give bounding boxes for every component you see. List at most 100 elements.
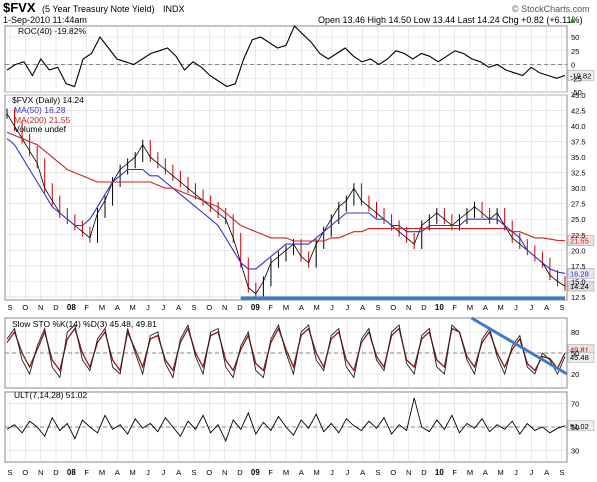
stoch-k-line xyxy=(6,323,566,379)
x-tick-label: D xyxy=(421,303,427,312)
y-tick-label: -50 xyxy=(571,88,582,97)
x-tick-label: M xyxy=(130,303,136,312)
chart-date: 1-Sep-2010 11:44am xyxy=(3,15,87,25)
stoch-trendline xyxy=(470,316,568,376)
x-tick-label: F xyxy=(268,303,273,312)
bottom-x-tick-label: J xyxy=(146,468,150,477)
x-tick-label: O xyxy=(22,303,28,312)
x-tick-label: 09 xyxy=(251,303,260,312)
legend-volume: Volume undef xyxy=(14,124,67,134)
ma200-last-value-box xyxy=(567,235,595,246)
x-tick-label: S xyxy=(375,303,380,312)
bottom-x-tick-label: D xyxy=(237,468,243,477)
y-tick-label: 40.0 xyxy=(571,122,586,131)
ma200-last-value: 21.55 xyxy=(570,237,589,246)
bottom-x-tick-label: N xyxy=(222,468,227,477)
y-tick-label: 32.5 xyxy=(571,169,586,178)
x-tick-label: N xyxy=(406,303,411,312)
y-tick-label: 45.0 xyxy=(571,91,586,100)
bottom-x-tick-label: J xyxy=(529,468,533,477)
ult-last-value-box xyxy=(567,420,595,432)
x-tick-label: F xyxy=(452,303,457,312)
stoch-d-line xyxy=(6,326,566,373)
bottom-x-tick-label: F xyxy=(84,468,89,477)
price-line xyxy=(6,113,566,295)
roc-last-value-box xyxy=(567,70,595,81)
bottom-x-tick-label: N xyxy=(38,468,43,477)
bottom-x-tick-label: D xyxy=(421,468,427,477)
x-tick-label: A xyxy=(299,303,304,312)
stoch-d-last-value: 49.81 xyxy=(570,346,589,355)
bottom-x-tick-label: M xyxy=(314,468,320,477)
y-tick-label: -25 xyxy=(571,74,582,83)
y-tick-label: 17.5 xyxy=(571,262,586,271)
bottom-x-tick-label: A xyxy=(299,468,304,477)
quote-line: Open 13.46 High 14.50 Low 13.44 Last 14.… xyxy=(318,15,583,25)
x-tick-label: M xyxy=(314,303,320,312)
x-tick-label: M xyxy=(283,303,289,312)
chart-exchange: INDX xyxy=(163,4,185,14)
y-tick-label: 25 xyxy=(571,47,579,56)
x-tick-label: D xyxy=(237,303,243,312)
x-tick-label: 10 xyxy=(435,303,444,312)
stoch-label: Slow STO %K(14) %D(3) 45.48, 49.81 xyxy=(12,319,157,329)
x-tick-label: M xyxy=(467,303,473,312)
ult-line xyxy=(6,397,566,443)
x-tick-label: N xyxy=(38,303,43,312)
ma50-last-value-box xyxy=(567,268,595,279)
roc-last-value: -19.82 xyxy=(570,71,591,80)
bottom-x-tick-label: M xyxy=(467,468,473,477)
x-tick-label: 08 xyxy=(67,303,76,312)
y-tick-label: 80 xyxy=(571,328,579,337)
bottom-x-tick-label: O xyxy=(22,468,28,477)
legend-ma200: MA(200) 21.55 xyxy=(14,115,70,125)
y-tick-label: 27.5 xyxy=(571,200,586,209)
x-tick-label: J xyxy=(161,303,165,312)
y-tick-label: 15.0 xyxy=(571,277,586,286)
x-tick-label: J xyxy=(514,303,518,312)
x-tick-label: S xyxy=(559,303,564,312)
y-tick-label: 42.5 xyxy=(571,107,586,116)
bottom-x-tick-label: A xyxy=(115,468,120,477)
ult-last-value: 51.02 xyxy=(570,422,589,431)
ma200-line xyxy=(6,131,566,242)
ma50-last-value: 16.28 xyxy=(570,269,589,278)
bottom-x-tick-label: M xyxy=(498,468,504,477)
ult-label: ULT(7,14,28) 51.02 xyxy=(14,390,87,400)
y-tick-label: 35.0 xyxy=(571,153,586,162)
x-tick-label: M xyxy=(498,303,504,312)
x-tick-label: J xyxy=(330,303,334,312)
bottom-x-tick-label: O xyxy=(206,468,212,477)
bottom-x-tick-label: A xyxy=(483,468,488,477)
bottom-x-tick-label: 08 xyxy=(67,468,76,477)
bottom-x-tick-label: J xyxy=(161,468,165,477)
y-tick-label: 25.0 xyxy=(571,215,586,224)
x-tick-label: A xyxy=(360,303,365,312)
x-tick-label: O xyxy=(390,303,396,312)
bottom-x-tick-label: M xyxy=(130,468,136,477)
bottom-x-tick-label: J xyxy=(345,468,349,477)
axis-ticks: S O N D 08 F M A M J J A S O N D 09 F M A M J J A S O N D 10 F M A M J J A S… xyxy=(7,33,585,477)
bottom-x-tick-label: M xyxy=(99,468,105,477)
price-last-value-box xyxy=(567,280,595,292)
x-tick-label: A xyxy=(176,303,181,312)
x-tick-label: N xyxy=(222,303,227,312)
chart-name: (5 Year Treasury Note Yield) xyxy=(42,4,155,14)
bottom-x-tick-label: A xyxy=(176,468,181,477)
x-tick-label: J xyxy=(146,303,150,312)
x-tick-label: A xyxy=(544,303,549,312)
x-tick-label: M xyxy=(99,303,105,312)
x-tick-label: J xyxy=(345,303,349,312)
bottom-x-tick-label: D xyxy=(53,468,59,477)
y-tick-label: 20.0 xyxy=(571,246,586,255)
x-tick-label: F xyxy=(84,303,89,312)
grid-lines xyxy=(5,26,567,462)
bottom-x-tick-label: O xyxy=(390,468,396,477)
y-tick-label: 22.5 xyxy=(571,231,586,240)
legend-ma50: MA(50) 16.28 xyxy=(14,105,66,115)
price-title: $FVX (Daily) 14.24 xyxy=(12,95,84,105)
y-tick-label: 12.5 xyxy=(571,293,586,302)
bottom-x-tick-label: S xyxy=(7,468,12,477)
